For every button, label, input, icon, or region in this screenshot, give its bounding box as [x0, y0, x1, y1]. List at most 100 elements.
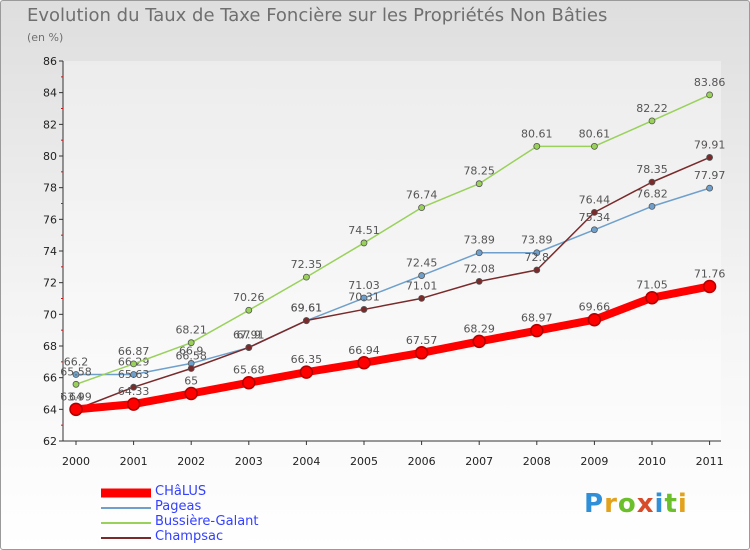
- legend-label-chalus: CHâLUS: [155, 484, 207, 499]
- data-point-champsac: [475, 277, 483, 285]
- legend-swatch-bussiere-galant: [101, 521, 151, 524]
- data-label-pageas: 66.2: [64, 356, 89, 369]
- unit-label: (en %): [27, 31, 64, 44]
- series-line-pageas: [75, 187, 711, 376]
- y-tick-label: 80: [43, 150, 57, 163]
- logo-letter: o: [617, 489, 637, 519]
- data-point-champsac: [591, 208, 598, 216]
- data-point-pageas: [533, 249, 541, 257]
- logo-letter: r: [604, 489, 618, 519]
- data-point-chalus: [184, 386, 198, 401]
- data-point-champsac: [648, 178, 656, 186]
- data-point-bussiere-galant: [648, 117, 656, 125]
- x-tick-label: 2004: [292, 455, 320, 468]
- logo-letter: t: [664, 489, 678, 519]
- y-tick-label: 62: [43, 435, 57, 448]
- data-label-champsac: 76.44: [579, 193, 611, 206]
- legend-item-champsac: Champsac: [101, 529, 361, 545]
- x-tick-label: 2000: [62, 455, 90, 468]
- proxiti-logo: Proxiti: [584, 489, 688, 519]
- data-point-chalus: [242, 375, 256, 390]
- legend-item-chalus: CHâLUS: [101, 484, 361, 500]
- data-label-bussiere-galant: 80.61: [521, 127, 553, 140]
- x-tick-label: 2002: [177, 455, 205, 468]
- data-point-chalus: [414, 346, 429, 360]
- data-label-chalus: 66.94: [348, 344, 380, 357]
- data-label-champsac: 79.91: [694, 138, 726, 151]
- data-point-chalus: [299, 365, 314, 379]
- data-point-champsac: [245, 344, 253, 351]
- logo-letter: i: [654, 489, 665, 519]
- data-label-bussiere-galant: 72.35: [291, 258, 323, 271]
- series-line-bussiere-galant: [75, 94, 711, 386]
- data-point-champsac: [302, 317, 310, 324]
- legend-item-bussiere-galant: Bussière-Galant: [101, 514, 361, 530]
- x-tick-label: 2008: [523, 455, 551, 468]
- data-point-pageas: [591, 226, 598, 234]
- legend-item-pageas: Pageas: [101, 499, 361, 515]
- legend-label-bussiere-galant: Bussière-Galant: [155, 514, 259, 529]
- data-point-chalus: [357, 356, 371, 370]
- x-tick-label: 2003: [235, 455, 263, 468]
- data-point-chalus: [472, 334, 486, 349]
- data-point-bussiere-galant: [475, 180, 483, 188]
- data-label-champsac: 71.01: [406, 279, 438, 292]
- series-line-champsac: [75, 156, 711, 411]
- data-label-chalus: 65.68: [233, 364, 265, 377]
- logo-letter: i: [677, 489, 688, 519]
- data-label-bussiere-galant: 80.61: [579, 127, 611, 140]
- y-tick-label: 64: [43, 403, 57, 416]
- data-label-chalus: 66.35: [291, 353, 323, 366]
- x-tick-label: 2001: [120, 455, 148, 468]
- data-label-pageas: 66.9: [179, 344, 204, 357]
- legend-label-pageas: Pageas: [155, 499, 202, 514]
- data-point-chalus: [645, 290, 659, 305]
- data-point-champsac: [360, 306, 368, 313]
- x-tick-label: 2011: [696, 455, 724, 468]
- data-point-chalus: [69, 402, 83, 417]
- data-label-bussiere-galant: 76.74: [406, 189, 438, 202]
- data-label-pageas: 76.82: [636, 187, 668, 200]
- data-label-chalus: 71.05: [636, 279, 668, 292]
- data-label-chalus: 69.66: [579, 301, 611, 314]
- data-label-champsac: 63.99: [60, 390, 92, 403]
- series-line-chalus: [72, 282, 714, 414]
- data-label-pageas: 73.89: [463, 234, 495, 247]
- x-tick-label: 2005: [350, 455, 378, 468]
- chart-title: Evolution du Taux de Taxe Foncière sur l…: [27, 5, 608, 26]
- data-label-champsac: 72.08: [463, 262, 495, 275]
- data-label-pageas: 67.9: [237, 329, 262, 342]
- data-point-champsac: [706, 154, 713, 161]
- y-tick-label: 74: [43, 245, 57, 258]
- data-label-chalus: 67.57: [406, 334, 438, 347]
- data-point-chalus: [702, 279, 717, 294]
- data-label-chalus: 65: [184, 375, 198, 388]
- data-label-bussiere-galant: 68.21: [175, 324, 207, 337]
- data-point-pageas: [72, 371, 80, 378]
- data-label-bussiere-galant: 70.26: [233, 291, 265, 304]
- data-label-chalus: 68.29: [463, 322, 495, 335]
- x-tick-label: 2010: [638, 455, 666, 468]
- data-label-chalus: 71.76: [694, 267, 726, 280]
- data-label-bussiere-galant: 74.51: [348, 224, 380, 237]
- data-label-champsac: 65.63: [118, 368, 150, 381]
- data-label-champsac: 69.61: [291, 302, 323, 315]
- data-point-bussiere-galant: [360, 239, 368, 247]
- data-point-pageas: [706, 184, 713, 192]
- data-label-pageas: 72.45: [406, 257, 438, 270]
- logo-letter: x: [636, 489, 655, 519]
- data-point-chalus: [126, 397, 141, 411]
- legend: CHâLUS Pageas Bussière-Galant Champsac: [101, 484, 361, 545]
- data-label-pageas: 77.97: [694, 169, 726, 182]
- data-point-bussiere-galant: [302, 273, 310, 281]
- data-point-pageas: [475, 249, 483, 257]
- data-point-bussiere-galant: [187, 339, 195, 347]
- legend-swatch-chalus: [101, 488, 151, 497]
- y-tick-label: 72: [43, 277, 57, 290]
- data-label-pageas: 69.61: [291, 302, 323, 315]
- data-point-bussiere-galant: [72, 380, 80, 388]
- data-point-bussiere-galant: [533, 142, 541, 150]
- data-label-chalus: 68.97: [521, 312, 553, 325]
- x-tick-label: 2009: [580, 455, 608, 468]
